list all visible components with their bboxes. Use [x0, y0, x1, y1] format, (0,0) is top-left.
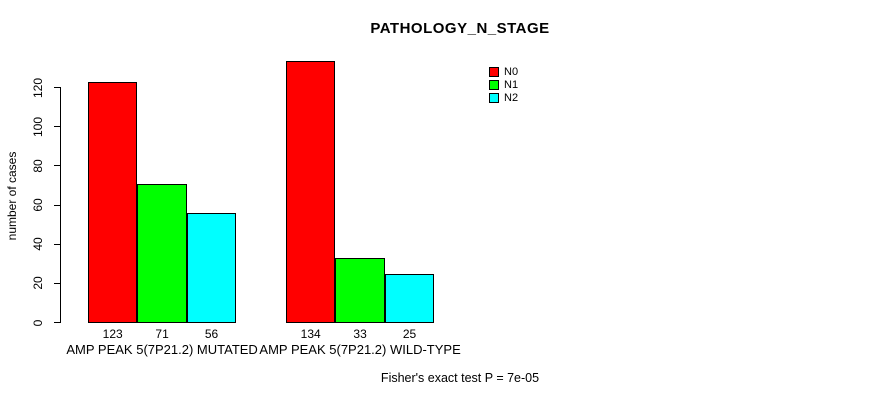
bar-n0: [286, 60, 336, 323]
legend-label: N1: [504, 78, 519, 91]
y-tick-label: 20: [31, 276, 45, 291]
legend-swatch: [489, 79, 499, 90]
y-tick: [54, 243, 61, 245]
bar-value-label: 134: [300, 327, 321, 341]
y-tick-label: 60: [31, 198, 45, 212]
legend-item: N0: [489, 65, 518, 78]
bar-n2: [384, 274, 435, 323]
bar-n0: [88, 82, 138, 323]
legend-label: N0: [504, 65, 519, 78]
y-axis-label: number of cases: [5, 151, 19, 241]
bar-value-label: 33: [353, 327, 367, 341]
y-tick: [54, 165, 61, 167]
legend-swatch: [489, 66, 499, 77]
legend-item: N1: [489, 78, 518, 91]
footnote: Fisher's exact test P = 7e-05: [380, 371, 540, 385]
y-tick-label: 0: [31, 319, 45, 326]
y-tick-label: 100: [31, 116, 45, 137]
legend: N0 N1 N2: [489, 65, 518, 104]
chart-title: PATHOLOGY_N_STAGE: [370, 20, 550, 37]
bar-n2: [186, 213, 237, 323]
group-label: AMP PEAK 5(7P21.2) MUTATED: [66, 342, 258, 357]
y-tick: [54, 204, 61, 206]
bar-value-label: 25: [402, 327, 417, 341]
y-tick: [54, 282, 61, 284]
bar-value-label: 71: [155, 327, 169, 341]
bar-n1: [335, 258, 385, 323]
bar-value-label: 123: [102, 327, 123, 341]
y-tick-label: 40: [31, 237, 45, 251]
y-tick-label: 120: [31, 77, 45, 98]
y-tick: [54, 126, 61, 128]
y-tick: [54, 322, 61, 323]
y-tick: [54, 87, 61, 88]
bar-n1: [137, 183, 187, 323]
legend-label: N2: [504, 91, 519, 104]
group-label: AMP PEAK 5(7P21.2) WILD-TYPE: [259, 342, 461, 357]
legend-item: N2: [489, 91, 518, 104]
legend-swatch: [489, 92, 499, 103]
bar-value-label: 56: [204, 327, 219, 341]
y-tick-label: 80: [31, 159, 45, 173]
